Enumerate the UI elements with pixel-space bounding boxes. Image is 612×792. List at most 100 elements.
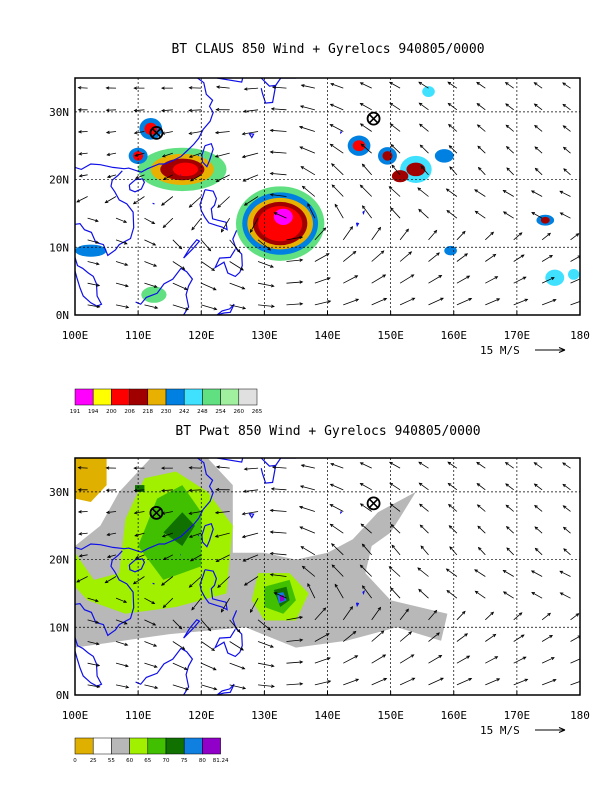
x-tick-label: 100E bbox=[62, 709, 89, 722]
pwat-colorbar: 0 25 55 60 65 70 75 80 81.24 bbox=[73, 737, 229, 764]
y-tick-label: 20N bbox=[49, 554, 69, 567]
wind-vector bbox=[506, 526, 514, 534]
wind-vector-head bbox=[531, 212, 536, 216]
wind-vectors bbox=[76, 81, 580, 311]
claus-panel: BT CLAUS 850 Wind + Gyrelocs 940805/0000… bbox=[49, 42, 590, 415]
wind-vector bbox=[570, 233, 579, 241]
wind-vector-head bbox=[188, 131, 193, 135]
wind-vector-head bbox=[448, 503, 452, 508]
wind-vector-head bbox=[160, 488, 165, 493]
wind-vector bbox=[172, 282, 188, 290]
wind-vector bbox=[389, 461, 401, 469]
wind-vector-head bbox=[562, 146, 567, 151]
wind-vector-head bbox=[300, 166, 305, 170]
wind-vector bbox=[560, 592, 571, 599]
wind-vector bbox=[144, 662, 158, 668]
wind-vector bbox=[503, 211, 514, 219]
wind-vector-head bbox=[504, 461, 509, 466]
cloud-cell bbox=[406, 162, 426, 177]
wind-vector-head bbox=[408, 251, 413, 255]
colorbar-swatch bbox=[147, 737, 167, 755]
wind-vector-head bbox=[270, 304, 275, 308]
wind-vector-head bbox=[241, 286, 246, 290]
wind-vector-head bbox=[334, 203, 338, 208]
wind-vector bbox=[144, 619, 156, 626]
wind-vector-head bbox=[249, 609, 254, 613]
wind-vector bbox=[216, 466, 230, 469]
wind-vector bbox=[389, 186, 401, 197]
wind-vector-head bbox=[391, 544, 395, 549]
wind-vector-head bbox=[506, 167, 510, 171]
pwat-vector-key: 15 M/S bbox=[480, 724, 566, 737]
wind-vector bbox=[360, 123, 372, 132]
wind-vector bbox=[115, 261, 128, 266]
wind-vector bbox=[229, 261, 244, 271]
wind-vector-head bbox=[559, 592, 564, 596]
wind-vector bbox=[257, 261, 274, 268]
wind-vector bbox=[447, 461, 458, 469]
wind-vector-head bbox=[461, 230, 466, 235]
wind-vector bbox=[172, 641, 185, 650]
wind-vector bbox=[399, 631, 412, 642]
wind-vector-head bbox=[133, 511, 138, 515]
wind-vector bbox=[362, 585, 373, 599]
wind-vector-head bbox=[550, 657, 555, 661]
wind-vector bbox=[144, 597, 155, 604]
pwat-axes: 100E 110E 120E 130E 140E 150E 160E 170E 180 0N 10N… bbox=[49, 486, 590, 722]
wind-vector bbox=[417, 187, 429, 197]
coastline-segment bbox=[248, 512, 255, 519]
wind-vector-head bbox=[447, 482, 452, 487]
cloud-cell bbox=[540, 216, 550, 224]
wind-vector bbox=[115, 217, 127, 223]
wind-vector bbox=[243, 489, 259, 492]
wind-vector bbox=[420, 545, 429, 556]
wind-vector bbox=[428, 632, 440, 642]
wind-vector-head bbox=[418, 102, 423, 106]
wind-vector-head bbox=[505, 124, 510, 129]
colorbar-label: 254 bbox=[215, 409, 226, 415]
wind-vector bbox=[456, 231, 466, 241]
cloud-cell bbox=[172, 162, 199, 177]
wind-vector-head bbox=[326, 277, 331, 281]
wind-vector bbox=[250, 597, 259, 613]
y-tick-label: 0N bbox=[56, 689, 69, 702]
wind-vector bbox=[300, 105, 315, 111]
wind-vector bbox=[189, 196, 202, 208]
wind-vector bbox=[343, 275, 358, 284]
wind-vector-head bbox=[468, 298, 473, 301]
cloud-cell bbox=[434, 149, 454, 163]
wind-vector-head bbox=[212, 287, 217, 291]
x-tick-label: 120E bbox=[188, 329, 215, 342]
wind-vector bbox=[505, 483, 514, 491]
wind-vector bbox=[503, 190, 514, 197]
wind-vector-head bbox=[562, 82, 566, 86]
wind-vector-head bbox=[505, 483, 509, 487]
x-tick-label: 110E bbox=[125, 709, 152, 722]
wind-vector-head bbox=[559, 212, 564, 216]
wind-vector bbox=[428, 655, 442, 664]
wind-vector bbox=[215, 152, 230, 158]
wind-vector bbox=[360, 564, 372, 577]
wind-vector bbox=[271, 488, 287, 491]
wind-vector bbox=[271, 108, 287, 111]
wind-vector-head bbox=[380, 630, 385, 634]
wind-vector-head bbox=[505, 145, 510, 150]
colorbar-label: 75 bbox=[181, 758, 188, 764]
wind-vector bbox=[76, 196, 88, 203]
wind-vector-head bbox=[552, 679, 557, 683]
wind-vector-head bbox=[77, 488, 82, 492]
wind-vector bbox=[418, 589, 429, 599]
wind-vector bbox=[144, 304, 158, 309]
wind-vector-head bbox=[383, 297, 388, 301]
wind-vector-head bbox=[389, 482, 394, 487]
wind-vector bbox=[115, 662, 129, 667]
wind-vector-head bbox=[188, 534, 193, 538]
wind-vector-head bbox=[477, 145, 481, 150]
wind-vector bbox=[244, 576, 259, 586]
wind-vector-head bbox=[243, 87, 248, 91]
colorbar-swatch bbox=[111, 737, 130, 755]
wind-vector bbox=[217, 576, 230, 588]
wind-vector bbox=[87, 597, 99, 602]
wind-vector-head bbox=[214, 154, 219, 158]
claus-vector-key-label: 15 M/S bbox=[480, 344, 520, 357]
